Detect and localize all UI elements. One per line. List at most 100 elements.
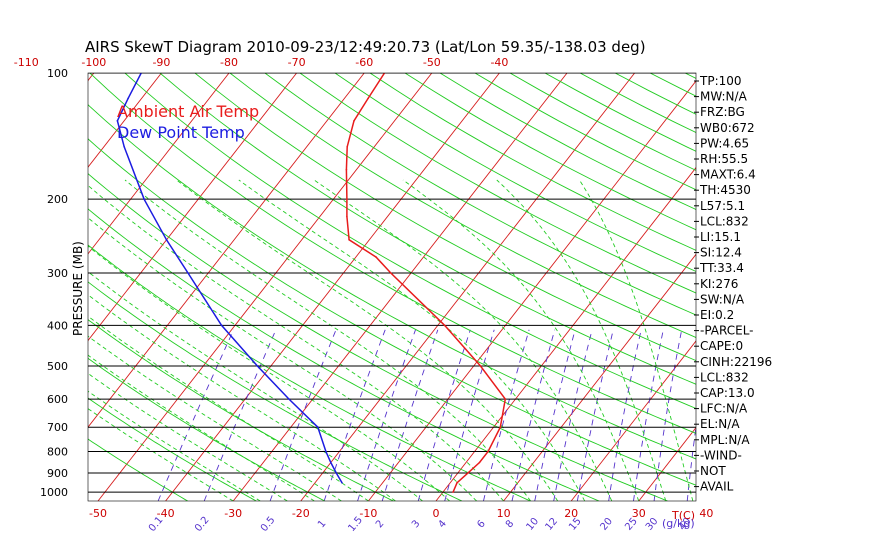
index-label: MPL:N/A: [700, 433, 750, 447]
moist-adiabat-line: [88, 184, 504, 501]
series-point: [220, 324, 223, 327]
bottom-temp-tick-label: 10: [497, 507, 511, 520]
dry-adiabat-line: [88, 397, 257, 501]
isotherm-line: [88, 73, 162, 168]
series-point: [341, 482, 343, 484]
moist-adiabat-line: [124, 179, 531, 501]
pressure-tick-label: 900: [47, 467, 68, 480]
series-point: [452, 491, 454, 493]
pressure-tick-label: 1000: [40, 486, 68, 499]
series-point: [123, 146, 125, 148]
series-point: [346, 215, 348, 218]
dry-adiabat-line: [88, 438, 188, 501]
top-temp-tick-label: -40: [490, 56, 508, 69]
top-temp-tick-label: -60: [355, 56, 373, 69]
top-temp-tick-label: -90: [152, 56, 170, 69]
pressure-tick-label: 300: [47, 267, 68, 280]
isotherm-line: [0, 73, 26, 501]
pressure-tick-label: 100: [47, 67, 68, 80]
moist-adiabats: [88, 179, 694, 501]
dry-adiabat-line: [89, 73, 696, 434]
index-label: SI:12.4: [700, 246, 742, 260]
bottom-temp-tick-label: -20: [292, 507, 310, 520]
top-temp-tick-label: -110: [14, 56, 39, 69]
pressure-tick-labels: 100 200 300 400 500 600 700 800 900 1000: [40, 67, 68, 499]
mixing-ratio-line: [653, 329, 683, 501]
mixing-ratio-line: [203, 329, 277, 501]
index-label: -PARCEL-: [700, 324, 754, 338]
bottom-temp-tick-label: 30: [632, 507, 646, 520]
index-label: L57:5.1: [700, 199, 745, 213]
legend-entry: Dew Point Temp: [117, 123, 245, 142]
dry-adiabat-line: [88, 244, 531, 501]
mixing-ratio-line: [511, 329, 556, 501]
index-label: LI:15.1: [700, 230, 741, 244]
series-point: [127, 97, 129, 100]
dry-adiabat-line: [299, 73, 696, 294]
legend: Ambient Air Temp Dew Point Temp: [117, 102, 259, 142]
pressure-tick-label: 500: [47, 360, 68, 373]
plot-area: [0, 73, 870, 501]
series-point: [375, 256, 377, 258]
moist-adiabat-line: [402, 179, 640, 501]
bottom-temp-tick-labels: -50 -40 -30 -20 -10 0 10 20 30 40: [89, 507, 713, 520]
bottom-temp-tick-label: 20: [564, 507, 578, 520]
dry-adiabat-line: [88, 319, 394, 501]
isotherm-line: [570, 340, 696, 501]
mixing-ratio-line: [269, 329, 337, 501]
isotherm-line: [165, 73, 500, 501]
index-label: EL:N/A: [700, 417, 740, 431]
dry-adiabats: [88, 73, 696, 501]
isotherm-line: [503, 253, 696, 501]
series-point: [165, 239, 168, 241]
mixing-ratio-tick-label: 6: [475, 518, 488, 530]
series-point: [487, 450, 489, 453]
mixing-ratio-line: [323, 329, 386, 501]
mixing-ratio-tick-label: 0.2: [193, 515, 212, 534]
index-label: FRZ:BG: [700, 105, 745, 119]
index-label: WB0:672: [700, 121, 755, 135]
index-label: KI:276: [700, 277, 738, 291]
dry-adiabat-line: [88, 281, 463, 501]
index-label: -WIND-: [700, 448, 742, 462]
isotherm-line: [842, 73, 870, 501]
mixing-ratio-lines: [157, 329, 696, 501]
dry-adiabat-line: [439, 73, 696, 210]
series-point: [346, 198, 348, 200]
mixing-ratio-tick-label: 8: [504, 518, 517, 530]
isotherm-line: [300, 73, 635, 501]
series-point: [256, 365, 259, 367]
dry-adiabat-line: [88, 104, 696, 460]
moist-adiabat-line: [88, 271, 423, 501]
series-point: [116, 120, 119, 122]
moist-adiabat-line: [176, 179, 559, 501]
index-label: RH:55.5: [700, 152, 748, 166]
moist-adiabat-line: [88, 390, 261, 501]
mixing-ratio-tick-label: 2: [374, 518, 387, 530]
index-label: LFC:N/A: [700, 402, 748, 416]
dry-adiabat-line: [88, 138, 696, 486]
mixing-ratio-line: [483, 329, 530, 501]
series-point: [288, 398, 290, 400]
series-point: [348, 239, 350, 241]
series-line-ambient-air-temp: [345, 73, 507, 493]
index-label: AVAIL: [700, 480, 734, 494]
moist-adiabat-line: [88, 294, 396, 501]
index-label: PW:4.65: [700, 136, 749, 150]
bottom-temp-tick-label: -10: [359, 507, 377, 520]
series-point: [479, 365, 482, 367]
dry-adiabat-line: [509, 73, 696, 171]
moist-adiabat-line: [88, 335, 342, 501]
mixing-ratio-line: [444, 329, 495, 501]
dry-adiabat-line: [229, 73, 696, 338]
pressure-tick-label: 200: [47, 193, 68, 206]
isotherm-line: [88, 73, 230, 255]
dry-adiabat-line: [88, 208, 600, 501]
mixing-ratio-line: [576, 329, 614, 501]
index-label: SW:N/A: [700, 292, 745, 306]
top-temp-tick-label: -80: [220, 56, 238, 69]
index-label: CINH:22196: [700, 355, 772, 369]
isotherm-line: [232, 73, 568, 501]
plot-frame: [87, 72, 697, 502]
